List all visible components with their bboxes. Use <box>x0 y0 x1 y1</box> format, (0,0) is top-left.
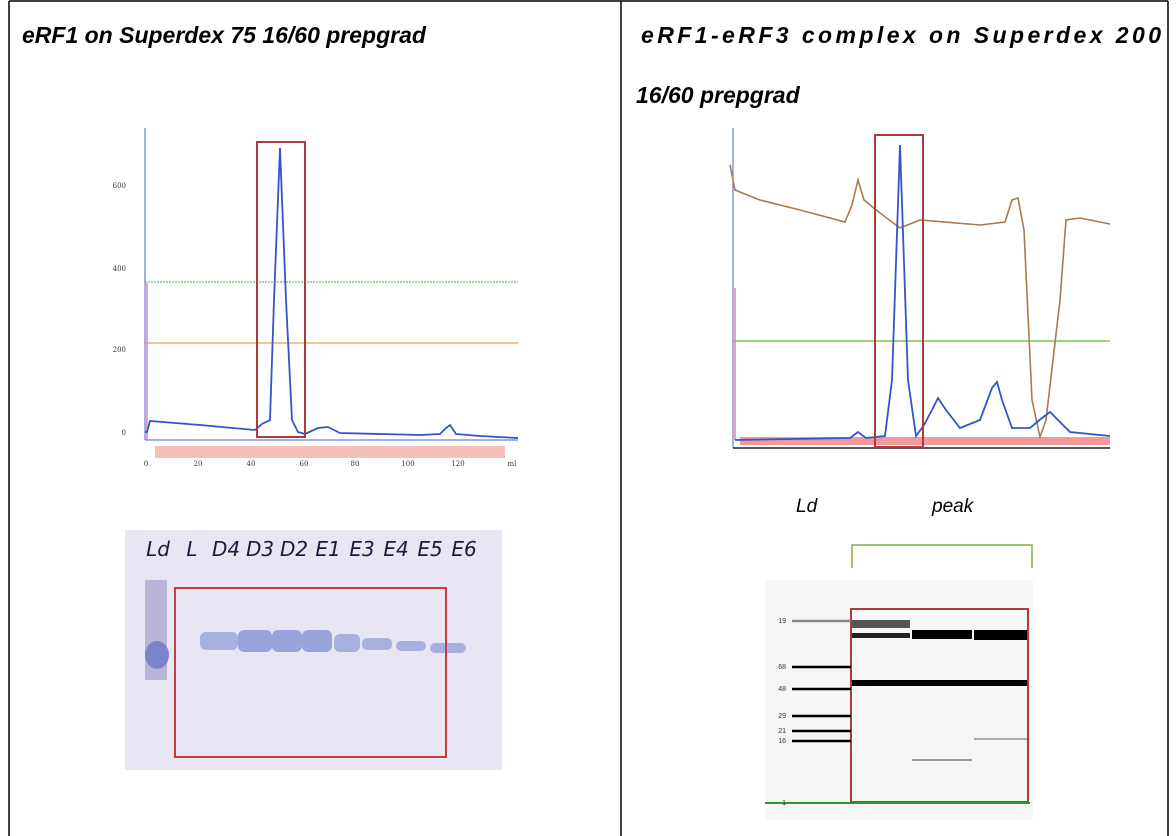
y-tick-label: 600 <box>113 182 126 190</box>
y-tick-label: 0 <box>122 429 126 437</box>
left-title: eRF1 on Superdex 75 16/60 prepgrad <box>22 22 427 48</box>
gel-label: Ld <box>796 496 819 517</box>
x-tick-label: 20 <box>194 460 203 468</box>
lane-label: D2 <box>280 537 308 561</box>
lane-label: E3 <box>349 537 374 561</box>
right-gel <box>765 580 1033 820</box>
ladder-label: 21 <box>778 728 786 735</box>
lane-label: E5 <box>417 537 442 561</box>
lane-label: D4 <box>212 537 240 561</box>
x-tick-label: 100 <box>401 460 414 468</box>
ladder-label: 16 <box>778 738 786 745</box>
ladder-label: 48 <box>778 686 786 693</box>
x-tick-label: ml <box>508 460 518 468</box>
y-tick-label: 400 <box>113 265 126 273</box>
left-chromatogram <box>144 128 519 458</box>
x-tick-label: 80 <box>351 460 360 468</box>
lane-label: D3 <box>246 537 274 561</box>
lane-label: L <box>186 537 197 561</box>
right-title-line: 16/60 prepgrad <box>636 82 801 108</box>
x-tick-label: 0 <box>144 460 148 468</box>
right-title-line: eRF1-eRF3 complex on Superdex 200 <box>641 22 1161 48</box>
ladder-label: 29 <box>778 713 786 720</box>
bracket <box>851 544 1033 568</box>
left-gel <box>125 530 502 770</box>
lane-label: Ld <box>146 537 170 561</box>
lane-label: E1 <box>315 537 340 561</box>
gel-label: peak <box>931 496 975 517</box>
ladder-label: 1 <box>782 800 786 807</box>
lane-label: E4 <box>383 537 408 561</box>
ladder-label: 19 <box>778 618 786 625</box>
x-tick-label: 60 <box>300 460 309 468</box>
right-chromatogram <box>729 128 1111 449</box>
x-tick-label: 120 <box>451 460 464 468</box>
x-tick-label: 40 <box>247 460 256 468</box>
table-borders <box>8 0 1169 836</box>
ladder-label: 68 <box>778 664 786 671</box>
y-tick-label: 200 <box>113 346 126 354</box>
lane-label: E6 <box>451 537 476 561</box>
